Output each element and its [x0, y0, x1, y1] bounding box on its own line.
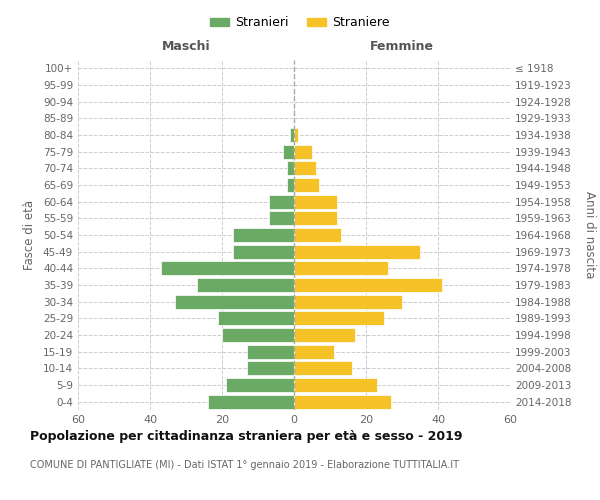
Bar [175, 294, 294, 308]
Bar [247, 361, 294, 376]
Bar [294, 228, 341, 242]
Y-axis label: Anni di nascita: Anni di nascita [583, 192, 596, 278]
Bar [294, 311, 384, 326]
Bar [161, 261, 294, 276]
Bar [294, 394, 391, 409]
Bar [294, 328, 355, 342]
Bar [287, 178, 294, 192]
Bar [226, 378, 294, 392]
Bar [294, 128, 298, 142]
Bar [294, 378, 377, 392]
Bar [294, 278, 442, 292]
Bar [222, 328, 294, 342]
Bar [294, 144, 312, 159]
Legend: Stranieri, Straniere: Stranieri, Straniere [205, 11, 395, 34]
Bar [247, 344, 294, 359]
Bar [218, 311, 294, 326]
Bar [208, 394, 294, 409]
Bar [294, 344, 334, 359]
Text: COMUNE DI PANTIGLIATE (MI) - Dati ISTAT 1° gennaio 2019 - Elaborazione TUTTITALI: COMUNE DI PANTIGLIATE (MI) - Dati ISTAT … [30, 460, 459, 470]
Bar [294, 162, 316, 175]
Y-axis label: Fasce di età: Fasce di età [23, 200, 36, 270]
Bar [233, 244, 294, 259]
Bar [294, 361, 352, 376]
Bar [283, 144, 294, 159]
Bar [233, 228, 294, 242]
Text: Maschi: Maschi [161, 40, 211, 53]
Bar [294, 194, 337, 209]
Bar [294, 261, 388, 276]
Text: Femmine: Femmine [370, 40, 434, 53]
Bar [269, 211, 294, 226]
Bar [294, 211, 337, 226]
Bar [290, 128, 294, 142]
Bar [287, 162, 294, 175]
Bar [294, 178, 319, 192]
Bar [294, 244, 420, 259]
Bar [197, 278, 294, 292]
Bar [294, 294, 402, 308]
Text: Popolazione per cittadinanza straniera per età e sesso - 2019: Popolazione per cittadinanza straniera p… [30, 430, 463, 443]
Bar [269, 194, 294, 209]
